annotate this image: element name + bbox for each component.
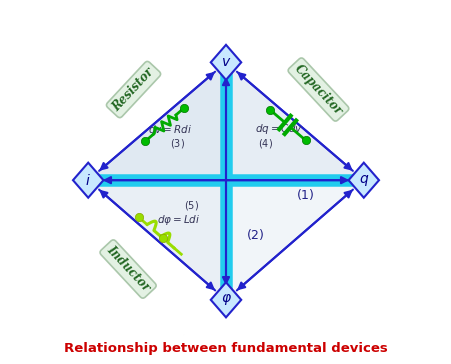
Polygon shape (226, 62, 363, 180)
Text: $\varphi$: $\varphi$ (220, 292, 231, 307)
Polygon shape (210, 45, 241, 80)
Text: Resistor: Resistor (110, 65, 156, 114)
Text: Relationship between fundamental devices: Relationship between fundamental devices (64, 341, 387, 355)
Text: $d\varphi = Ldi$: $d\varphi = Ldi$ (157, 213, 200, 227)
Text: $(2)$: $(2)$ (245, 227, 264, 242)
Text: $dv = Rdi$: $dv = Rdi$ (147, 123, 191, 135)
Polygon shape (226, 180, 363, 300)
Polygon shape (88, 62, 226, 180)
Text: $(1)$: $(1)$ (296, 187, 314, 202)
Polygon shape (88, 180, 226, 300)
Text: $(5)$: $(5)$ (184, 199, 198, 212)
Text: Capacitor: Capacitor (291, 62, 344, 117)
Polygon shape (73, 163, 103, 198)
Text: $dq = Cdv$: $dq = Cdv$ (254, 122, 302, 136)
Text: $v$: $v$ (221, 55, 230, 69)
Text: $(4)$: $(4)$ (257, 138, 272, 150)
Text: $q$: $q$ (358, 173, 368, 188)
Polygon shape (210, 282, 241, 317)
Text: Inductor: Inductor (104, 244, 152, 294)
Polygon shape (348, 163, 378, 198)
Text: $i$: $i$ (85, 173, 91, 188)
Text: $(3)$: $(3)$ (169, 138, 184, 150)
